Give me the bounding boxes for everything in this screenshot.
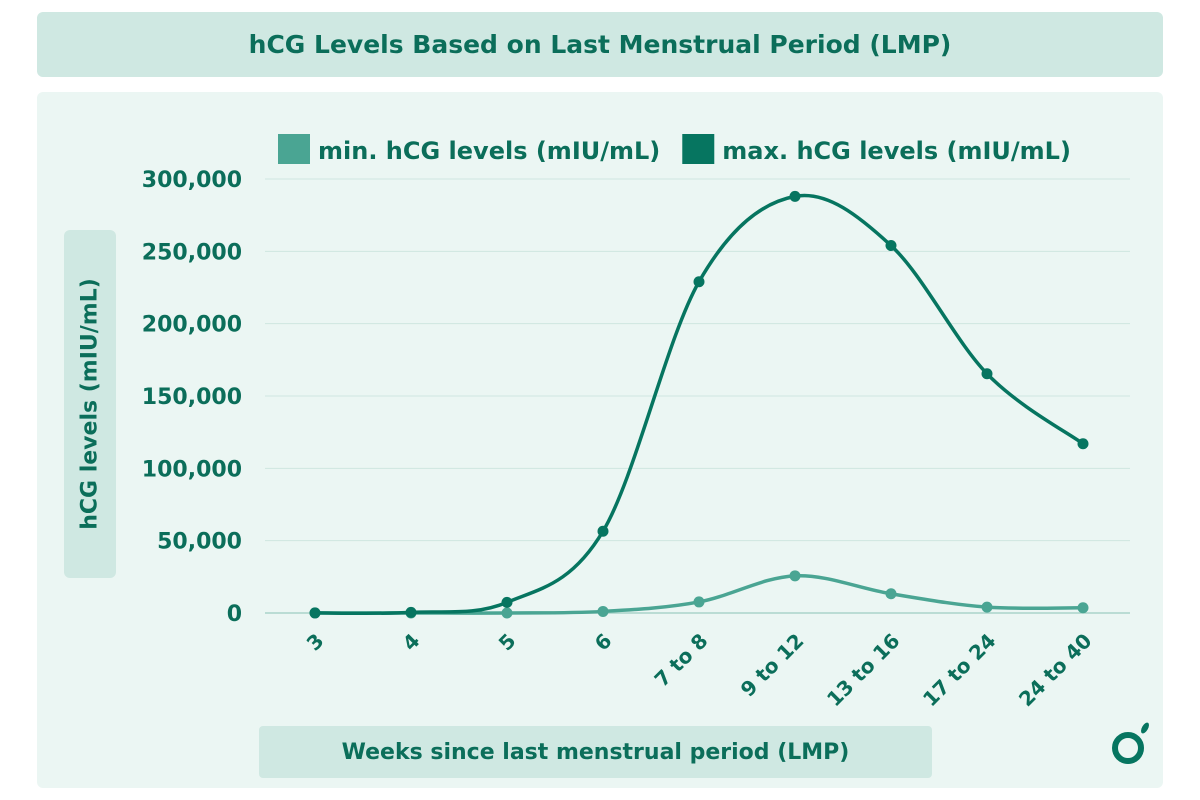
y-tick-label: 50,000 [157, 530, 242, 555]
data-point [309, 607, 321, 619]
legend-swatch [682, 134, 715, 164]
x-tick-label: 7 to 8 [650, 629, 713, 692]
y-tick-label: 250,000 [142, 240, 242, 265]
series-line [314, 193, 1085, 616]
legend-label: max. hCG levels (mIU/mL) [722, 137, 1071, 165]
data-point [405, 606, 417, 618]
data-point [789, 190, 801, 202]
y-tick-label: 300,000 [142, 168, 242, 193]
data-point [981, 601, 993, 613]
y-tick-label: 200,000 [142, 313, 242, 338]
chart-title: hCG Levels Based on Last Menstrual Perio… [37, 12, 1163, 77]
data-point [693, 596, 705, 608]
data-point [597, 605, 609, 617]
x-tick-label: 9 to 12 [736, 629, 809, 702]
x-tick-label: 6 [590, 629, 617, 656]
y-tick-label: 100,000 [142, 457, 242, 482]
data-point [885, 588, 897, 600]
data-point [981, 368, 993, 380]
x-tick-label: 5 [494, 629, 521, 656]
data-point [501, 596, 513, 608]
data-point [501, 607, 513, 619]
data-point [885, 240, 897, 252]
data-point [1077, 438, 1089, 450]
data-point [693, 276, 705, 288]
data-point [789, 570, 801, 582]
brand-logo-leaf-icon [1141, 722, 1149, 734]
legend-swatch [278, 134, 310, 164]
brand-logo-icon [1112, 732, 1144, 764]
legend-label: min. hCG levels (mIU/mL) [318, 137, 660, 165]
x-tick-label: 17 to 24 [918, 629, 1001, 712]
y-axis-label-box: hCG levels (mIU/mL) [64, 230, 116, 578]
y-axis-label: hCG levels (mIU/mL) [77, 278, 103, 530]
y-tick-label: 150,000 [142, 385, 242, 410]
chart-panel [37, 92, 1163, 788]
x-tick-label: 4 [398, 629, 425, 656]
data-point [1077, 602, 1089, 614]
data-point [597, 525, 609, 537]
x-tick-label: 3 [302, 629, 329, 656]
x-tick-label: 24 to 40 [1014, 629, 1097, 712]
y-tick-label: 0 [227, 602, 242, 627]
x-axis-label: Weeks since last menstrual period (LMP) [259, 726, 932, 778]
series-line [314, 574, 1084, 615]
x-tick-label: 13 to 16 [822, 629, 905, 712]
